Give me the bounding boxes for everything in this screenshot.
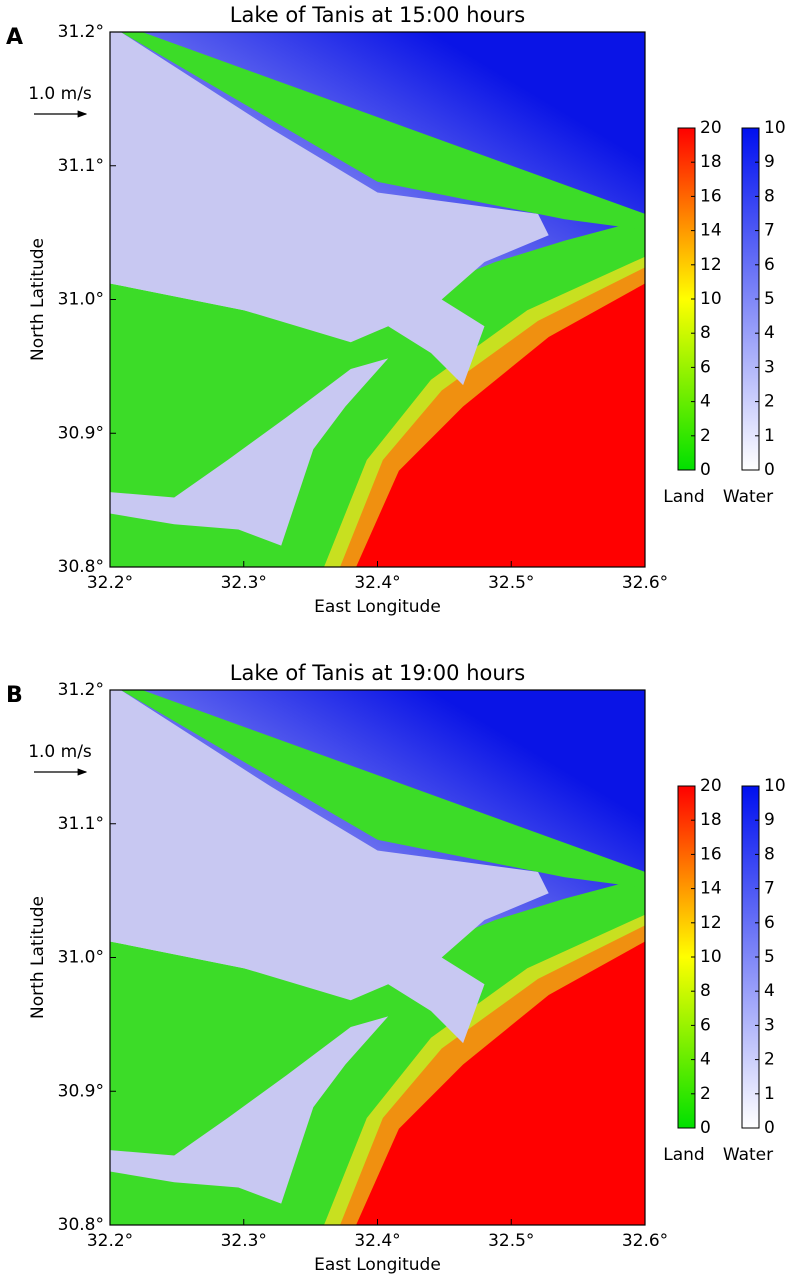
colorbar-tick-label: 10 [700, 947, 722, 967]
y-tick-label: 31.2° [58, 22, 104, 42]
colorbar-tick-label: 4 [764, 323, 775, 343]
colorbar-tick-label: 20 [700, 776, 722, 796]
colorbar-tick-label: 6 [700, 357, 711, 377]
lake [110, 1016, 389, 1204]
x-tick-label: 32.4° [354, 573, 400, 593]
colorbar-tick-label: 0 [764, 1118, 775, 1138]
colorbar-tick-label: 20 [700, 118, 722, 138]
coast-strip [120, 32, 645, 230]
x-tick-label: 32.2° [87, 1231, 133, 1251]
lagoon [110, 32, 549, 386]
x-tick-label: 32.6° [622, 573, 668, 593]
colorbar-label: Water [723, 487, 773, 507]
colorbar-tick-label: 18 [700, 152, 722, 172]
colorbar-tick-label: 7 [764, 221, 775, 241]
colorbar-tick-label: 0 [700, 460, 711, 480]
y-tick-label: 31.1° [58, 156, 104, 176]
map-panel: 32.2° 32.3° 32.4° 32.5° 32.6° 30.8° 30.9° 31.0°… [6, 661, 786, 1275]
y-axis-title: North Latitude [28, 896, 48, 1019]
colorbar-tick-label: 2 [764, 392, 775, 412]
x-tick-label: 32.3° [221, 1231, 267, 1251]
colorbar-tick-label: 5 [764, 947, 775, 967]
colorbar-tick-label: 8 [764, 844, 775, 864]
y-axis-title: North Latitude [28, 238, 48, 361]
y-tick-label: 31.2° [58, 680, 104, 700]
colorbar-tick-label: 8 [700, 323, 711, 343]
colorbar-tick-label: 7 [764, 879, 775, 899]
y-tick-label: 31.0° [58, 290, 104, 310]
map [110, 690, 645, 1225]
x-tick-label: 32.4° [354, 1231, 400, 1251]
lagoon [110, 690, 549, 1044]
x-axis-title: East Longitude [314, 1255, 441, 1275]
colorbar-tick-label: 2 [764, 1050, 775, 1070]
colorbar-tick-label: 4 [700, 392, 711, 412]
coast-strip [120, 690, 645, 888]
colorbar-tick-label: 9 [764, 152, 775, 172]
scale-label: 1.0 m/s [28, 742, 92, 762]
y-tick-label: 30.8° [58, 557, 104, 577]
colorbar-tick-label: 18 [700, 810, 722, 830]
panel-label: A [6, 25, 23, 50]
map [110, 32, 645, 567]
colorbar-tick-label: 12 [700, 255, 722, 275]
colorbar-tick-label: 3 [764, 357, 775, 377]
colorbar-tick-label: 10 [764, 776, 786, 796]
colorbar-tick-label: 12 [700, 913, 722, 933]
x-tick-label: 32.6° [622, 1231, 668, 1251]
chart-title: Lake of Tanis at 19:00 hours [230, 661, 526, 685]
colorbar-tick-label: 2 [700, 1084, 711, 1104]
y-tick-label: 30.9° [58, 423, 104, 443]
x-tick-label: 32.5° [488, 573, 534, 593]
land-peak [356, 941, 645, 1225]
colorbar-tick-label: 16 [700, 844, 722, 864]
colorbar-tick-label: 2 [700, 426, 711, 446]
colorbar-tick-label: 8 [764, 186, 775, 206]
colorbar-tick-label: 10 [764, 118, 786, 138]
colorbar-tick-label: 4 [700, 1050, 711, 1070]
colorbar-tick-label: 5 [764, 289, 775, 309]
y-tick-label: 31.0° [58, 948, 104, 968]
y-tick-label: 30.8° [58, 1215, 104, 1235]
colorbar-tick-label: 0 [700, 1118, 711, 1138]
colorbar-tick-label: 14 [700, 221, 722, 241]
x-tick-label: 32.2° [87, 573, 133, 593]
colorbar-label: Land [663, 1145, 704, 1165]
colorbar-tick-label: 3 [764, 1015, 775, 1035]
colorbar-label: Land [663, 487, 704, 507]
colorbar-tick-label: 14 [700, 879, 722, 899]
colorbar-tick-label: 6 [764, 913, 775, 933]
lake [110, 358, 389, 546]
colorbar-tick-label: 9 [764, 810, 775, 830]
colorbar-tick-label: 8 [700, 981, 711, 1001]
map-panel: 32.2° 32.3° 32.4° 32.5° 32.6° 30.8° 30.9° 31.0°… [6, 3, 786, 617]
x-tick-label: 32.3° [221, 573, 267, 593]
colorbar-tick-label: 1 [764, 426, 775, 446]
colorbar-tick-label: 0 [764, 460, 775, 480]
colorbar-tick-label: 10 [700, 289, 722, 309]
colorbar-tick-label: 6 [700, 1015, 711, 1035]
panel-label: B [6, 683, 23, 708]
colorbar-tick-label: 6 [764, 255, 775, 275]
colorbar-tick-label: 1 [764, 1084, 775, 1104]
x-tick-label: 32.5° [488, 1231, 534, 1251]
scale-label: 1.0 m/s [28, 84, 92, 104]
y-tick-label: 30.9° [58, 1081, 104, 1101]
chart-title: Lake of Tanis at 15:00 hours [230, 3, 526, 27]
colorbar-tick-label: 4 [764, 981, 775, 1001]
land-peak [356, 283, 645, 567]
colorbar-tick-label: 16 [700, 186, 722, 206]
y-tick-label: 31.1° [58, 814, 104, 834]
colorbar-label: Water [723, 1145, 773, 1165]
x-axis-title: East Longitude [314, 597, 441, 617]
